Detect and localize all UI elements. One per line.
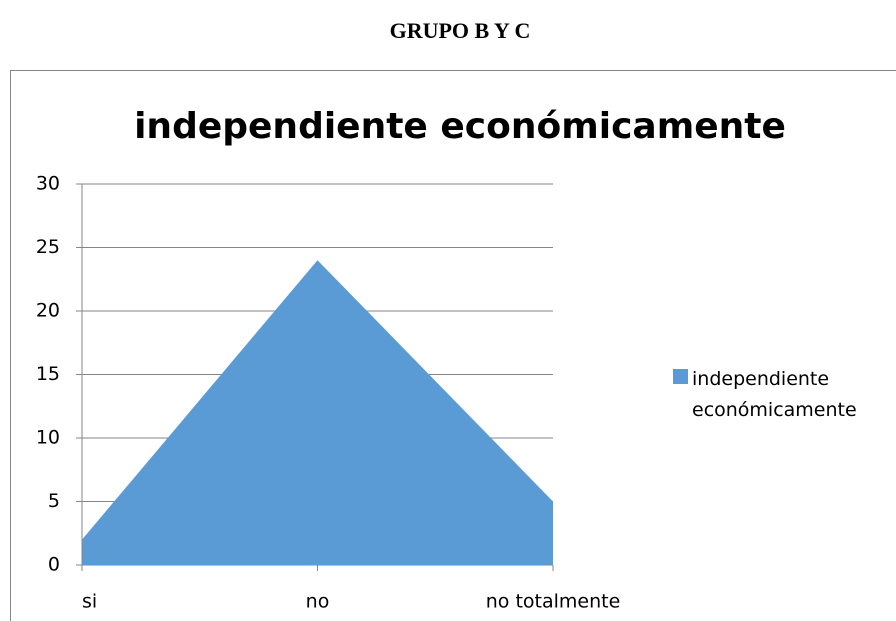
area: [82, 260, 553, 565]
page-heading: GRUPO B Y C: [390, 18, 531, 43]
y-tick-label: 25: [36, 236, 60, 258]
x-tick-label: no totalmente: [486, 591, 621, 613]
legend-swatch: [673, 369, 688, 384]
chart-border: [10, 70, 896, 621]
y-tick-label: 10: [36, 427, 60, 449]
y-tick-label: 5: [48, 490, 60, 512]
x-tick-label: no: [306, 591, 330, 613]
y-tick-label: 15: [36, 363, 60, 385]
x-tick-label: si: [82, 591, 97, 613]
chart-title: independiente económicamente: [134, 106, 786, 147]
y-tick-label: 0: [48, 554, 60, 576]
legend-label: independiente económicamente: [692, 368, 857, 421]
y-tick-label: 20: [36, 300, 60, 322]
y-tick-label: 30: [36, 173, 60, 195]
